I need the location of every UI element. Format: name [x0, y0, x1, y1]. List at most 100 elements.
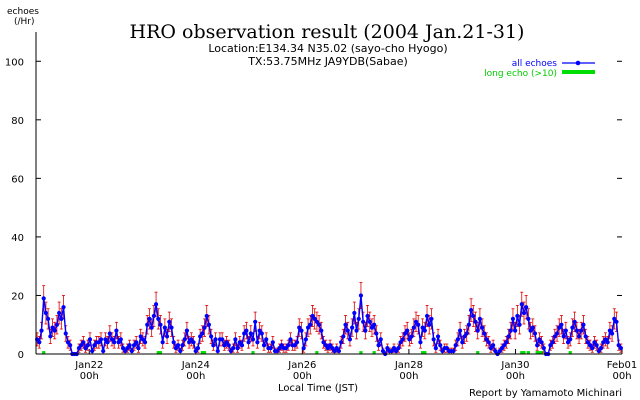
all-echoes-point	[394, 348, 399, 354]
all-echoes-point	[123, 348, 128, 354]
long-echo-bar	[522, 351, 526, 354]
y-axis-label-line-1: echoes	[7, 7, 39, 17]
all-echoes-point	[114, 328, 119, 333]
all-echoes-point	[316, 322, 322, 327]
all-echoes-point	[118, 337, 123, 342]
all-echoes-point	[343, 322, 348, 327]
all-echoes-point	[105, 340, 110, 345]
x-tick-time-Jan28: 00h	[399, 371, 418, 382]
all-echoes-point	[107, 331, 112, 336]
all-echoes-point	[471, 313, 476, 319]
all-echoes-point	[264, 337, 269, 342]
all-echoes-point	[57, 310, 62, 316]
all-echoes-point	[497, 348, 502, 354]
all-echoes-point	[457, 328, 463, 333]
all-echoes-point	[541, 346, 546, 351]
all-echoes-point	[76, 346, 82, 351]
all-echoes-point	[537, 337, 542, 342]
all-echoes-point	[385, 346, 390, 351]
all-echoes-point	[374, 331, 379, 336]
all-echoes-point	[162, 325, 167, 330]
long-echo-bar	[476, 351, 480, 354]
all-echoes-point	[358, 293, 364, 298]
all-echoes-point	[438, 343, 443, 348]
all-echoes-point	[336, 348, 342, 354]
long-echo-bar	[520, 351, 524, 354]
all-echoes-point	[314, 319, 319, 324]
all-echoes-point	[468, 307, 474, 313]
all-echoes-point	[140, 337, 145, 342]
all-echoes-point	[171, 340, 176, 345]
all-echoes-point	[609, 331, 615, 336]
legend-all-echoes-marker	[575, 60, 581, 66]
all-echoes-point	[557, 325, 562, 330]
x-axis-ticks: Jan2200hJan2400hJan2600hJan2800hJan3000h…	[74, 349, 637, 382]
all-echoes-point	[539, 340, 544, 345]
all-echoes-point	[506, 334, 511, 339]
all-echoes-point	[616, 343, 621, 348]
all-echoes-point	[224, 340, 229, 345]
all-echoes-point	[526, 316, 531, 321]
all-echoes-point	[63, 331, 68, 336]
all-echoes-point	[517, 322, 522, 327]
all-echoes-point	[228, 348, 234, 354]
all-echoes-point	[321, 340, 326, 345]
all-echoes-point	[475, 328, 480, 333]
all-echoes-point	[204, 313, 209, 319]
all-echoes-point	[79, 343, 84, 348]
all-echoes-point	[508, 328, 513, 333]
all-echoes-point	[92, 343, 97, 348]
long-echo-bar	[359, 351, 363, 354]
all-echoes-point	[200, 331, 205, 336]
all-echoes-point	[120, 346, 126, 351]
all-echoes-point	[237, 340, 242, 345]
all-echoes-point	[596, 348, 601, 354]
all-echoes-point	[515, 313, 520, 319]
all-echoes-point	[592, 340, 597, 345]
credit-text: Report by Yamamoto Michinari	[469, 388, 622, 399]
all-echoes-point	[328, 343, 333, 348]
all-echoes-point	[486, 340, 491, 345]
all-echoes-point	[323, 343, 328, 348]
all-echoes-point	[153, 302, 159, 307]
x-tick-date-Feb01: Feb01	[607, 360, 637, 371]
all-echoes-points	[35, 293, 623, 357]
y-tick-label-60: 60	[11, 174, 24, 185]
all-echoes-point	[453, 343, 458, 348]
all-echoes-point	[39, 328, 44, 333]
all-echoes-point	[570, 325, 575, 330]
all-echoes-point	[50, 325, 55, 330]
all-echoes-point	[261, 343, 267, 348]
all-echoes-point	[239, 343, 245, 348]
all-echoes-point	[473, 319, 478, 324]
all-echoes-point	[297, 325, 302, 330]
all-echoes-point	[607, 328, 612, 333]
chart-subtitle-location: Location:E134.34 N35.02 (sayo-cho Hyogo)	[208, 42, 447, 55]
all-echoes-point	[294, 340, 300, 345]
all-echoes-point	[420, 325, 425, 330]
all-echoes-point	[422, 328, 427, 333]
all-echoes-point	[601, 340, 606, 345]
all-echoes-point	[136, 346, 141, 351]
all-echoes-point	[226, 343, 231, 348]
all-echoes-point	[222, 343, 227, 348]
all-echoes-point	[561, 334, 566, 339]
all-echoes-point	[519, 302, 524, 307]
all-echoes-point	[499, 346, 505, 351]
all-echoes-point	[169, 325, 174, 330]
all-echoes-point	[259, 331, 264, 336]
all-echoes-point	[319, 328, 324, 333]
all-echoes-point	[585, 340, 590, 345]
all-echoes-point	[250, 337, 256, 342]
all-echoes-point	[350, 325, 355, 330]
all-echoes-point	[43, 310, 49, 316]
all-echoes-point	[288, 337, 293, 342]
all-echoes-point	[138, 334, 143, 339]
all-echoes-point	[484, 337, 489, 342]
all-echoes-point	[303, 337, 308, 342]
long-echo-bar	[539, 351, 544, 354]
all-echoes-point	[253, 319, 258, 324]
all-echoes-point	[612, 316, 617, 321]
long-echo-bar	[372, 351, 376, 354]
all-echoes-point	[559, 322, 564, 327]
